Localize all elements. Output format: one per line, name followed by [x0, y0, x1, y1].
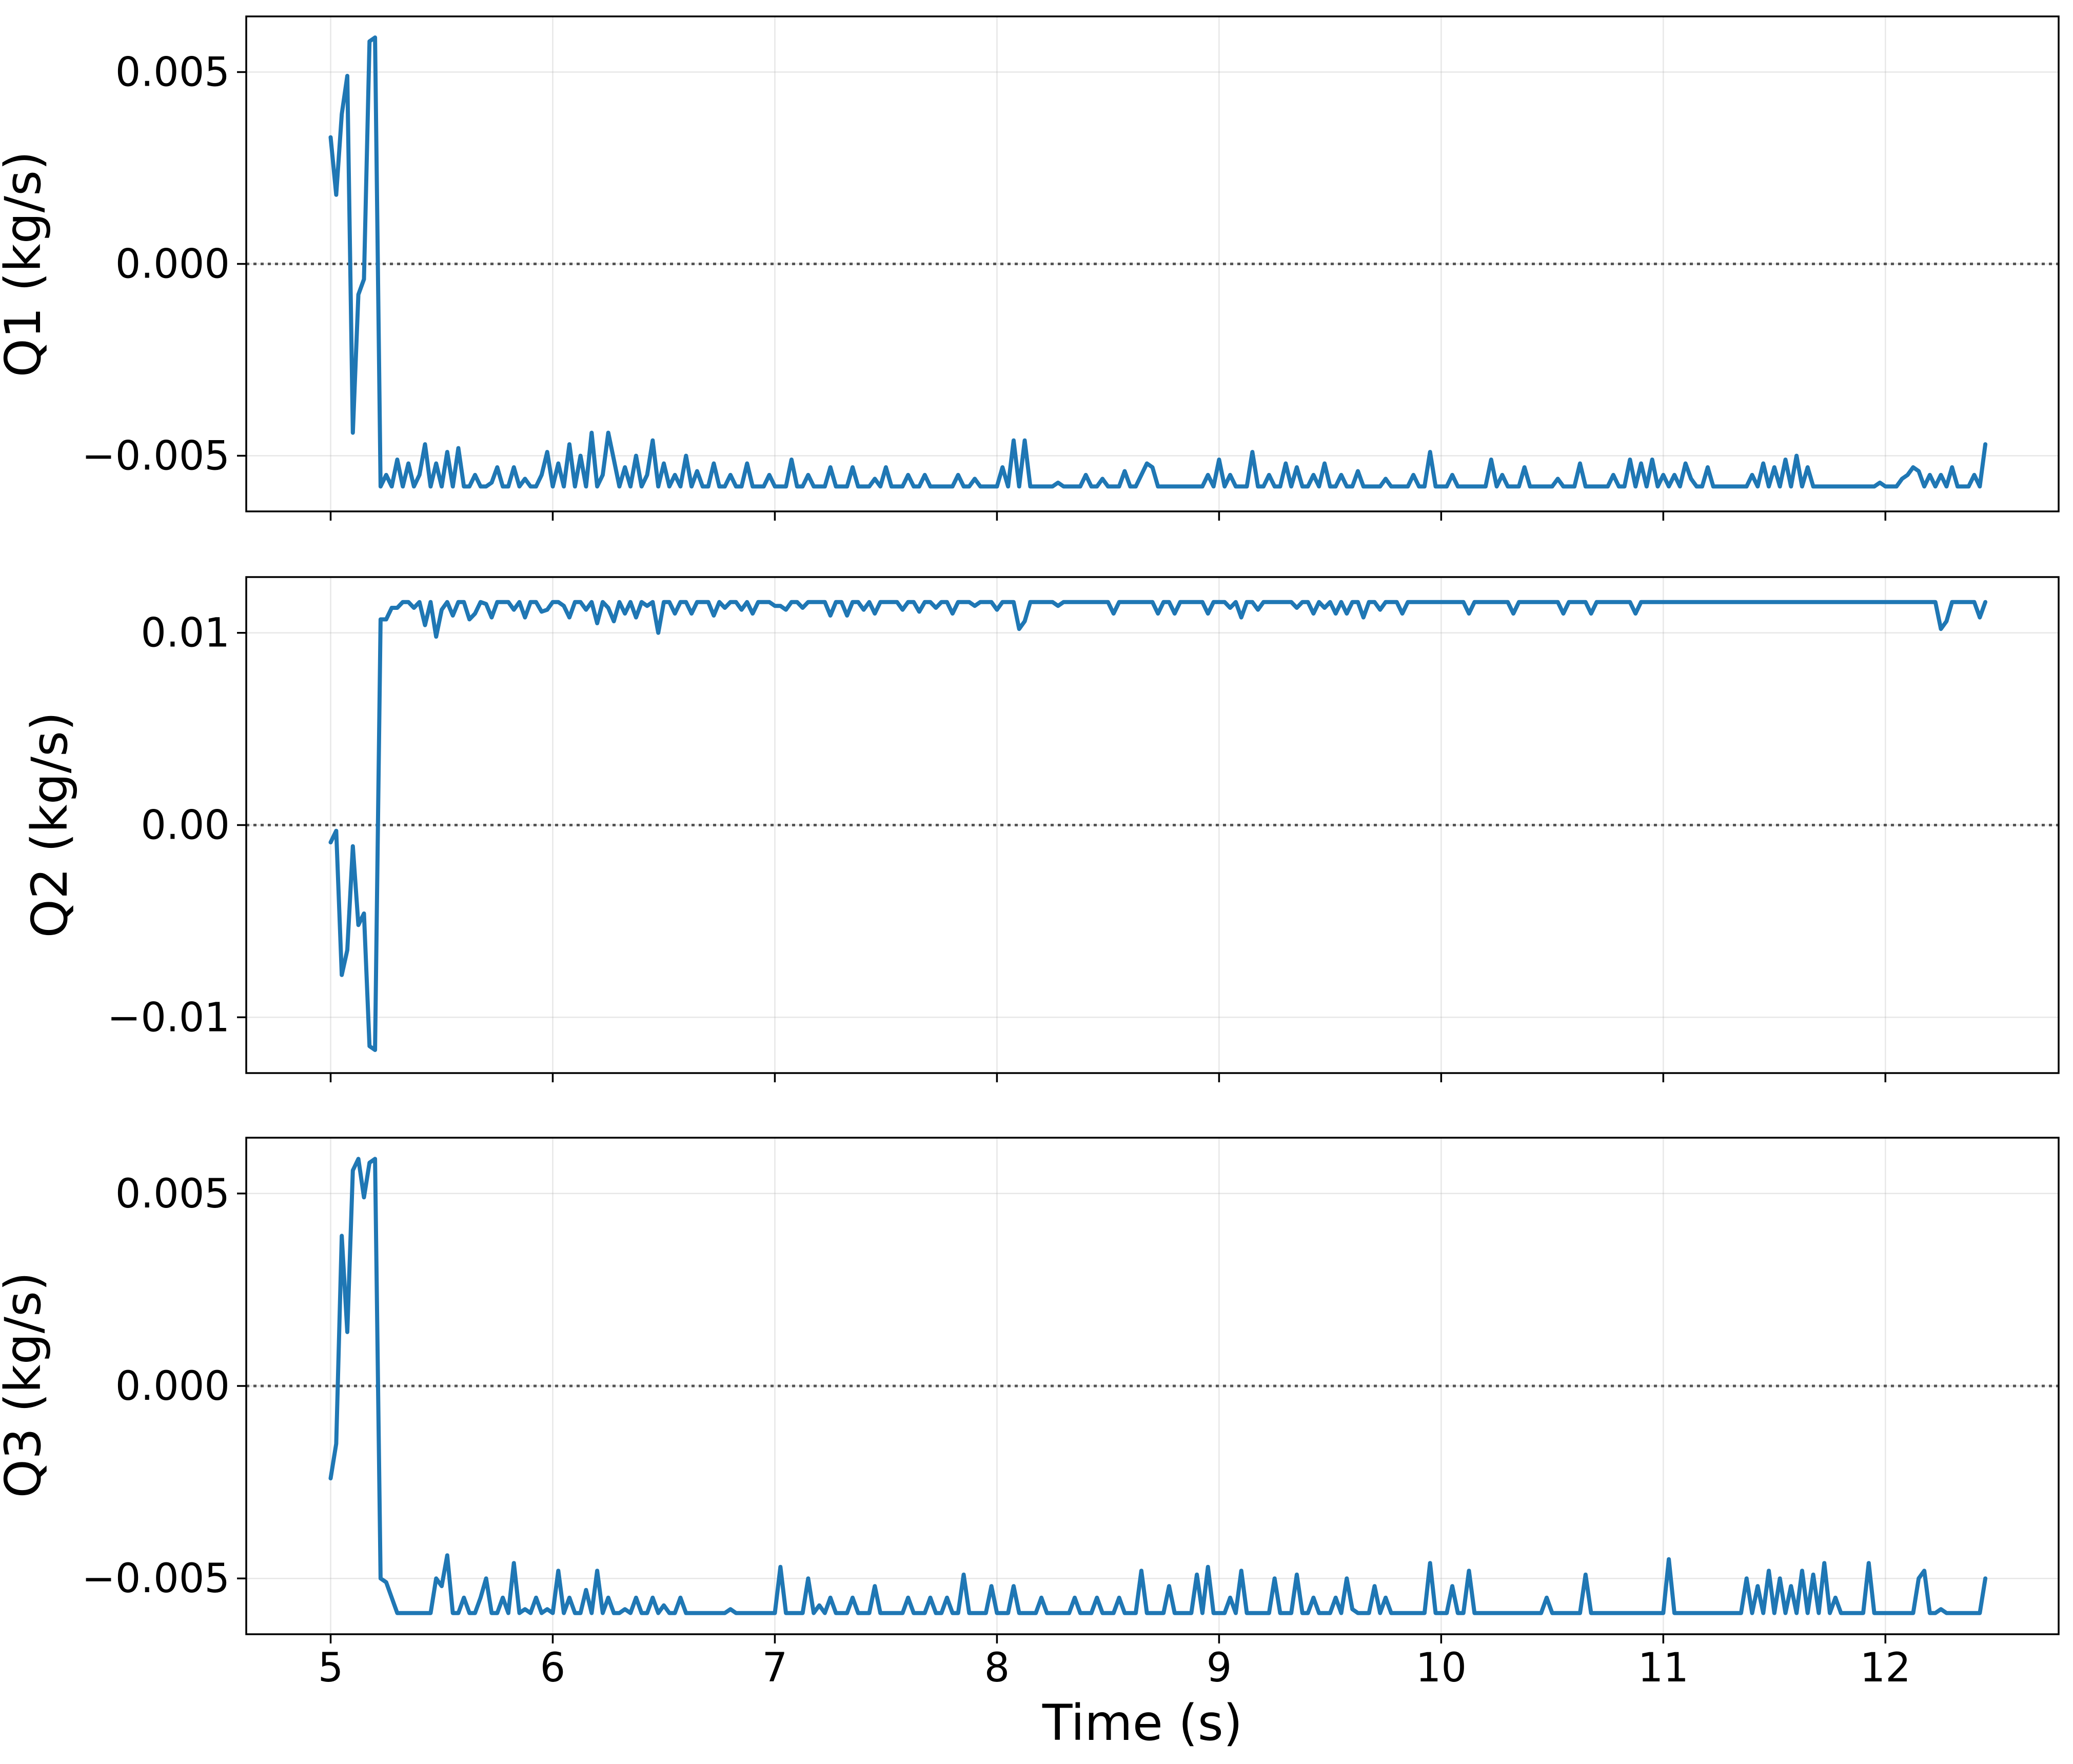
- x-tick-label: 8: [984, 1645, 1010, 1691]
- x-tick-label: 7: [762, 1645, 788, 1691]
- series-line: [328, 1157, 1988, 1615]
- x-axis-label: Time (s): [1042, 1694, 1242, 1752]
- series-line: [328, 35, 1988, 489]
- x-tick-label: 11: [1638, 1645, 1689, 1691]
- y-axis-label-q2: Q2 (kg/s): [21, 712, 78, 938]
- series-line: [328, 600, 1988, 1052]
- x-tick-label: 10: [1416, 1645, 1467, 1691]
- y-tick-label: 0.005: [115, 49, 230, 95]
- y-tick-label: 0.000: [115, 1363, 230, 1410]
- x-tick-label: 5: [318, 1645, 344, 1691]
- axes-frame: [245, 1137, 2060, 1635]
- y-tick-label: 0.005: [115, 1171, 230, 1217]
- panel-q3: Q3 (kg/s) 5 6 7 8 9 10 11 12 −0.005 0.000 0.005: [0, 1137, 2060, 1691]
- x-tick-label: 12: [1860, 1645, 1911, 1691]
- y-tick-label: 0.01: [141, 610, 230, 657]
- x-tick-label: 6: [540, 1645, 566, 1691]
- y-tick-label: −0.005: [82, 433, 230, 480]
- axes-frame: [245, 15, 2060, 512]
- panel-q1: Q1 (kg/s) −0.005 0.000 0.005: [0, 15, 2060, 521]
- panel-q2: Q2 (kg/s) −0.01 0.00 0.01: [21, 576, 2060, 1082]
- y-tick-label: −0.01: [107, 995, 230, 1041]
- axes-frame: [245, 576, 2060, 1074]
- x-tick-label: 9: [1207, 1645, 1232, 1691]
- y-tick-label: −0.005: [82, 1556, 230, 1602]
- y-tick-label: 0.00: [141, 803, 230, 849]
- y-tick-label: 0.000: [115, 242, 230, 288]
- y-axis-label-q1: Q1 (kg/s): [0, 151, 52, 378]
- y-axis-label-q3: Q3 (kg/s): [0, 1272, 52, 1498]
